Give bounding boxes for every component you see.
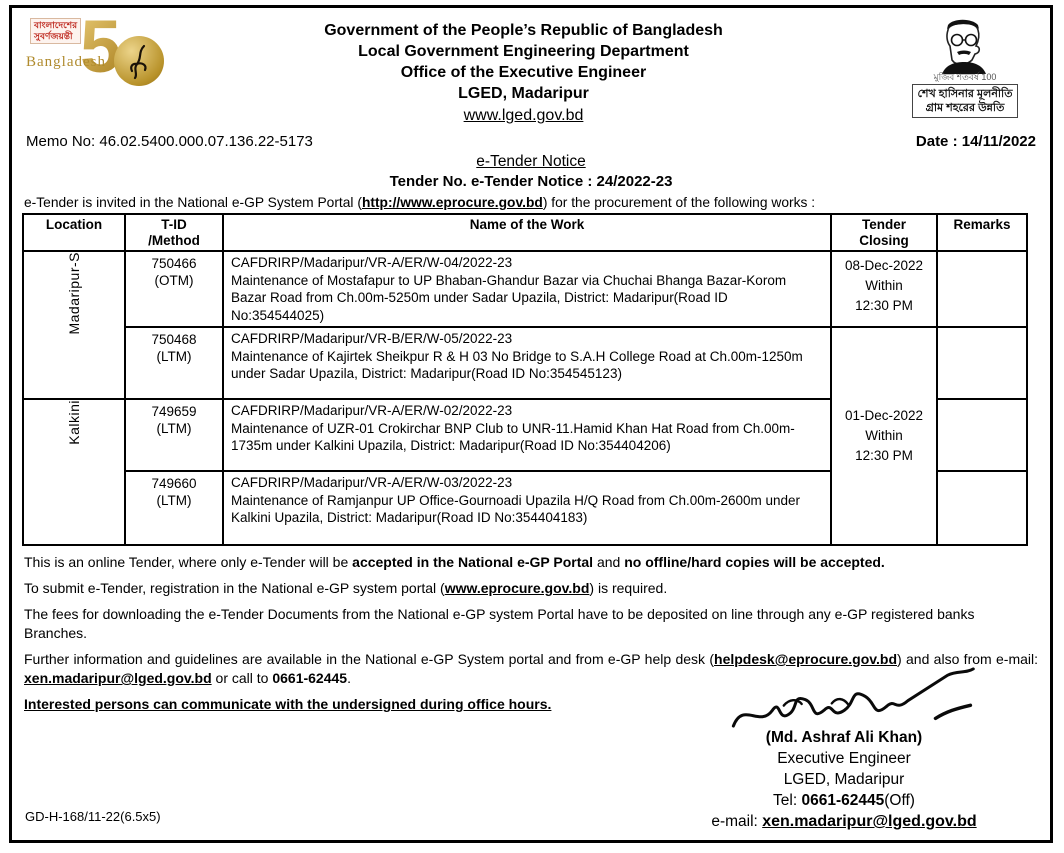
print-reference-code: GD-H-168/11-22(6.5x5)	[25, 809, 161, 824]
work-name-cell: CAFDRIRP/Madaripur/VR-A/ER/W-02/2022-23 M…	[222, 398, 832, 472]
col-header-location: Location	[22, 213, 126, 252]
note-registration: To submit e-Tender, registration in the …	[24, 580, 668, 596]
signatory-office: LGED, Madaripur	[783, 771, 905, 788]
lged-title-line: LGED, Madaripur	[458, 85, 589, 102]
golden-5-glyph: 5	[80, 5, 122, 88]
remarks-cell	[936, 326, 1028, 400]
jubilee-bengali-text: বাংলাদেশের সুবর্ণজয়ন্তী	[30, 18, 82, 44]
tid-cell: 750466 (OTM)	[124, 250, 224, 328]
department-title-line: Local Government Engineering Department	[358, 43, 689, 60]
signatory-email: e-mail: xen.madaripur@lged.gov.bd	[711, 813, 977, 830]
notice-title: e-Tender Notice	[476, 153, 586, 170]
govt-title-line: Government of the People’s Republic of B…	[324, 22, 723, 39]
table-header-row: Location T-ID/Method Name of the Work Te…	[22, 213, 1028, 252]
handwritten-signature	[731, 667, 975, 728]
header-titles: Government of the People’s Republic of B…	[157, 14, 890, 125]
table-row: Kalkini 749659 (LTM) CAFDRIRP/Madaripur/V…	[22, 398, 1028, 546]
bangladesh-wordmark: Bangladesh	[26, 54, 106, 70]
note-online-tender: This is an online Tender, where only e-T…	[24, 554, 885, 570]
tid-cell: 750468 (LTM)	[124, 326, 224, 400]
bangladesh-50-logo: বাংলাদেশের সুবর্ণজয়ন্তী 5 Bangladesh	[22, 10, 164, 122]
eprocure-url: http://www.eprocure.gov.bd	[361, 195, 543, 210]
tender-closing-cell-merged: 01-Dec-2022 Within 12:30 PM	[830, 326, 938, 546]
memo-number: Memo No: 46.02.5400.000.07.136.22-5173	[26, 133, 313, 150]
mujib-100-logo: মুজিব শতবর্ষ 100 শেখ হাসিনার মূলনীতি গ্র…	[890, 14, 1040, 118]
slogan-box: শেখ হাসিনার মূলনীতি গ্রাম শহরের উন্নতি	[911, 84, 1019, 118]
signatory-name: (Md. Ashraf Ali Khan)	[765, 729, 923, 746]
table-row: 749660 (LTM) CAFDRIRP/Madaripur/VR-A/ER/W…	[23, 470, 1028, 546]
tender-works-table: Location T-ID/Method Name of the Work Te…	[22, 213, 1028, 546]
remarks-cell	[936, 250, 1028, 328]
location-group-madaripur-s: Madaripur-S	[22, 250, 126, 400]
lged-website-link: www.lged.gov.bd	[463, 107, 584, 124]
col-header-work-name: Name of the Work	[222, 213, 832, 252]
work-name-cell: CAFDRIRP/Madaripur/VR-A/ER/W-04/2022-23 M…	[222, 250, 832, 328]
signatory-telephone: Tel: 0661-62445(Off)	[773, 792, 915, 809]
col-header-remarks: Remarks	[936, 213, 1028, 252]
note-fees: The fees for downloading the e-Tender Do…	[24, 606, 975, 641]
signature-block: (Md. Ashraf Ali Khan) Executive Engineer…	[654, 667, 1034, 832]
memo-row: Memo No: 46.02.5400.000.07.136.22-5173 D…	[22, 133, 1040, 150]
eprocure-short-url: www.eprocure.gov.bd	[444, 580, 590, 596]
remarks-cell	[936, 398, 1028, 472]
mujib-portrait-icon	[942, 19, 986, 74]
note-communicate: Interested persons can communicate with …	[24, 696, 552, 712]
work-name-cell: CAFDRIRP/Madaripur/VR-A/ER/W-03/2022-23 M…	[222, 470, 832, 546]
col-header-tender-closing: Tender Closing	[830, 213, 938, 252]
mujib-100-caption: মুজিব শতবর্ষ 100	[933, 72, 997, 82]
document-header: বাংলাদেশের সুবর্ণজয়ন্তী 5 Bangladesh Go…	[22, 10, 1040, 125]
doyel-bird-icon	[130, 44, 147, 80]
document-border-frame: বাংলাদেশের সুবর্ণজয়ন্তী 5 Bangladesh Go…	[9, 5, 1053, 843]
note-further-info: Further information and guidelines are a…	[24, 651, 1038, 686]
helpdesk-email: helpdesk@eprocure.gov.bd	[714, 651, 898, 667]
tender-number-subtitle: Tender No. e-Tender Notice : 24/2022-23	[389, 173, 673, 190]
table-row: 750468 (LTM) CAFDRIRP/Madaripur/VR-B/ER/W…	[23, 326, 1028, 546]
memo-date: Date : 14/11/2022	[915, 133, 1036, 150]
signatory-designation: Executive Engineer	[777, 750, 911, 767]
tender-closing-cell: 08-Dec-2022 Within 12:30 PM	[830, 250, 938, 328]
work-name-cell: CAFDRIRP/Madaripur/VR-B/ER/W-05/2022-23 M…	[222, 326, 832, 400]
col-header-tid-method: T-ID/Method	[124, 213, 224, 252]
golden-circle-icon	[114, 36, 164, 86]
signatory-email-address: xen.madaripur@lged.gov.bd	[762, 813, 977, 830]
intro-line: e-Tender is invited in the National e-GP…	[24, 195, 816, 210]
office-title-line: Office of the Executive Engineer	[400, 64, 647, 81]
xen-email: xen.madaripur@lged.gov.bd	[24, 670, 212, 686]
tid-cell: 749659 (LTM)	[124, 398, 224, 472]
tid-cell: 749660 (LTM)	[124, 470, 224, 546]
table-row: Madaripur-S 750466 (OTM) CAFDRIRP/Madarip…	[22, 250, 1028, 400]
remarks-cell	[936, 470, 1028, 546]
location-group-kalkini: Kalkini	[22, 398, 126, 546]
notes-section: This is an online Tender, where only e-T…	[22, 553, 1040, 714]
